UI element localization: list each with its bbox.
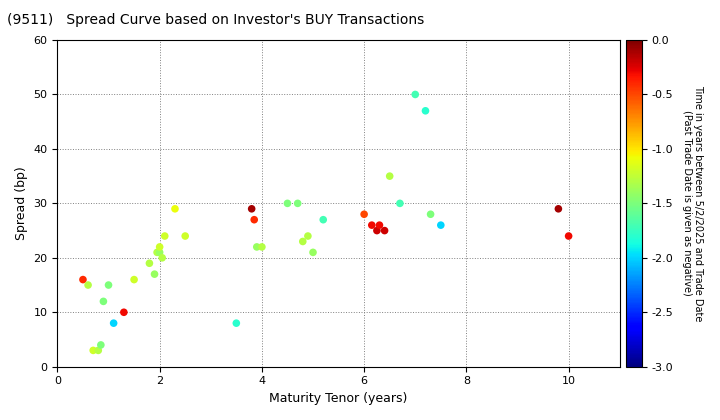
X-axis label: Maturity Tenor (years): Maturity Tenor (years) [269,392,408,405]
Point [410,91,421,98]
Point [77,276,89,283]
Point [282,200,293,207]
Point [374,222,385,228]
Point [128,276,140,283]
Point [246,205,258,212]
Point [256,244,268,250]
Point [179,233,191,239]
Y-axis label: Spread (bp): Spread (bp) [15,166,28,240]
Point [82,282,94,289]
Point [297,238,309,245]
Point [307,249,319,256]
Point [87,347,99,354]
Point [154,249,166,256]
Point [103,282,114,289]
Point [93,347,104,354]
Point [95,341,107,348]
Point [149,271,161,278]
Point [118,309,130,315]
Point [371,227,382,234]
Point [292,200,303,207]
Point [248,216,260,223]
Point [108,320,120,326]
Point [553,205,564,212]
Point [230,320,242,326]
Point [394,200,405,207]
Point [159,233,171,239]
Point [98,298,109,305]
Point [151,249,163,256]
Point [384,173,395,179]
Point [366,222,377,228]
Point [420,108,431,114]
Point [318,216,329,223]
Point [359,211,370,218]
Text: (9511)   Spread Curve based on Investor's BUY Transactions: (9511) Spread Curve based on Investor's … [7,13,425,26]
Point [154,244,166,250]
Point [302,233,314,239]
Point [435,222,446,228]
Point [379,227,390,234]
Point [144,260,156,267]
Point [156,255,168,261]
Point [169,205,181,212]
Point [563,233,575,239]
Y-axis label: Time in years between 5/2/2025 and Trade Date
(Past Trade Date is given as negat: Time in years between 5/2/2025 and Trade… [682,85,703,322]
Point [425,211,436,218]
Point [251,244,263,250]
